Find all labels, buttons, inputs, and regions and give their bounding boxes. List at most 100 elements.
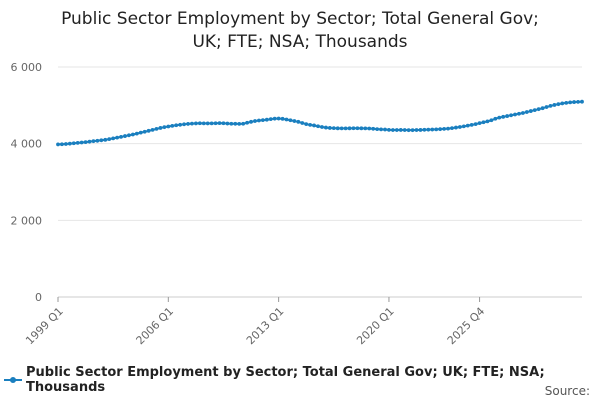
y-tick-label: 6 000 bbox=[11, 61, 43, 74]
data-point bbox=[564, 100, 569, 105]
data-point bbox=[288, 118, 293, 123]
data-point bbox=[150, 127, 155, 132]
data-point bbox=[414, 128, 419, 132]
data-point bbox=[280, 116, 285, 121]
data-point bbox=[524, 110, 529, 114]
data-point bbox=[186, 122, 190, 126]
axes: 0 2 000 4 000 6 000 1999 Q1 2006 Q1 2013 Q1 202… bbox=[11, 61, 582, 348]
data-point bbox=[272, 116, 277, 121]
data-point bbox=[174, 123, 179, 128]
legend-label: Public Sector Employment by Sector; Tota… bbox=[26, 365, 545, 395]
data-point bbox=[497, 115, 502, 120]
data-point bbox=[339, 126, 344, 131]
data-point bbox=[296, 119, 301, 124]
data-point bbox=[67, 141, 72, 146]
data-point bbox=[343, 126, 348, 131]
data-point bbox=[548, 104, 553, 108]
data-point bbox=[485, 119, 490, 124]
series-line-layer bbox=[57, 100, 583, 146]
data-point bbox=[170, 123, 175, 128]
x-tick-label: 2020 Q1 bbox=[354, 305, 397, 348]
data-point bbox=[528, 109, 533, 113]
data-point bbox=[418, 128, 423, 132]
y-tick-label: 4 000 bbox=[11, 138, 43, 151]
data-point bbox=[60, 142, 64, 147]
data-point bbox=[95, 138, 100, 143]
data-point bbox=[146, 128, 151, 133]
data-point bbox=[489, 118, 494, 123]
data-point bbox=[71, 141, 76, 146]
data-point bbox=[426, 127, 431, 132]
data-point bbox=[225, 121, 230, 126]
data-point bbox=[410, 128, 415, 133]
y-tick-label: 2 000 bbox=[11, 214, 43, 227]
data-point bbox=[371, 126, 376, 131]
series-points bbox=[56, 99, 584, 147]
data-point bbox=[127, 133, 131, 138]
data-point bbox=[237, 121, 242, 126]
data-point bbox=[331, 126, 336, 131]
data-point bbox=[190, 121, 194, 126]
data-point bbox=[501, 114, 506, 119]
data-point bbox=[367, 126, 372, 131]
data-point bbox=[532, 108, 537, 113]
data-point bbox=[130, 132, 135, 137]
data-point bbox=[205, 121, 210, 126]
data-point bbox=[257, 118, 261, 123]
data-point bbox=[477, 121, 482, 126]
data-point bbox=[213, 121, 218, 126]
data-point bbox=[134, 131, 139, 136]
data-point bbox=[351, 126, 356, 131]
data-point bbox=[363, 126, 368, 131]
data-point bbox=[103, 137, 108, 142]
data-point bbox=[544, 105, 549, 109]
data-point bbox=[355, 126, 360, 131]
data-point bbox=[260, 118, 265, 122]
chart-title-line-2: UK; FTE; NSA; Thousands bbox=[192, 32, 408, 52]
data-point bbox=[154, 127, 159, 131]
data-point bbox=[142, 129, 147, 134]
data-point bbox=[450, 126, 454, 131]
data-point bbox=[193, 121, 198, 126]
data-point bbox=[312, 123, 316, 128]
data-point bbox=[284, 117, 289, 122]
data-point bbox=[517, 111, 521, 116]
data-point bbox=[406, 128, 411, 133]
data-point bbox=[335, 126, 340, 131]
data-point bbox=[87, 139, 92, 144]
data-point bbox=[115, 135, 119, 140]
data-point bbox=[383, 127, 387, 132]
data-point bbox=[249, 119, 253, 124]
data-point bbox=[580, 99, 584, 104]
data-point bbox=[465, 123, 470, 128]
data-point bbox=[197, 121, 202, 126]
data-point bbox=[229, 121, 234, 126]
data-point bbox=[308, 122, 313, 127]
data-point bbox=[320, 125, 324, 129]
data-point bbox=[438, 127, 443, 132]
data-point bbox=[79, 140, 84, 145]
data-point bbox=[430, 127, 435, 132]
data-point bbox=[300, 121, 305, 125]
data-point bbox=[83, 140, 88, 145]
data-point bbox=[379, 127, 383, 132]
data-point bbox=[375, 127, 380, 131]
x-tick-label: 1999 Q1 bbox=[23, 305, 66, 348]
data-point bbox=[442, 127, 447, 131]
data-point bbox=[162, 125, 167, 130]
data-point bbox=[398, 128, 403, 132]
data-point bbox=[111, 136, 116, 141]
data-point bbox=[434, 127, 439, 132]
data-point bbox=[178, 122, 183, 127]
data-point bbox=[493, 116, 498, 121]
data-point bbox=[292, 119, 297, 123]
x-tick-label: 2013 Q1 bbox=[244, 305, 287, 348]
x-tick-label: 2025 Q4 bbox=[445, 305, 488, 348]
data-point bbox=[123, 134, 127, 138]
legend[interactable]: Public Sector Employment by Sector; Tota… bbox=[4, 365, 600, 395]
data-point bbox=[201, 121, 206, 126]
data-point bbox=[233, 121, 238, 126]
data-point bbox=[253, 119, 257, 123]
source-label: Source: bbox=[544, 384, 590, 398]
